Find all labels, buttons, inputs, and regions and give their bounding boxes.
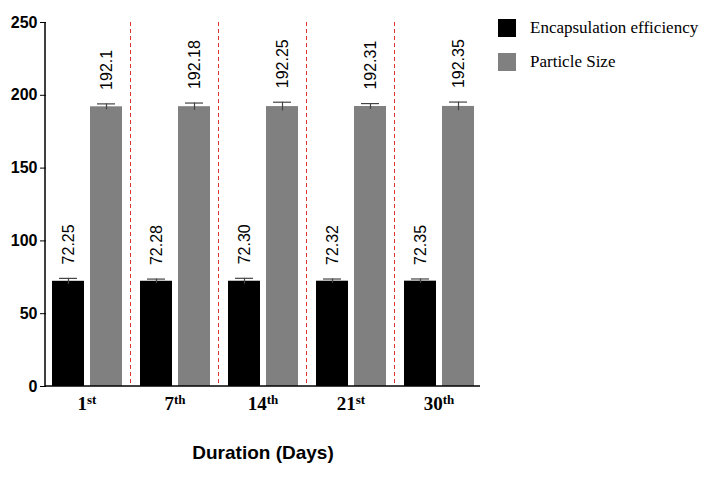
- svg-text:200: 200: [11, 86, 38, 103]
- svg-text:50: 50: [20, 305, 38, 322]
- svg-text:192.31: 192.31: [362, 41, 379, 90]
- svg-text:1st: 1st: [78, 391, 98, 414]
- svg-text:72.25: 72.25: [60, 224, 77, 264]
- svg-text:192.1: 192.1: [98, 50, 115, 90]
- svg-text:192.18: 192.18: [186, 40, 203, 89]
- svg-text:72.32: 72.32: [324, 225, 341, 265]
- svg-text:14th: 14th: [248, 391, 279, 414]
- svg-text:72.28: 72.28: [148, 225, 165, 265]
- svg-text:21st: 21st: [337, 391, 366, 414]
- svg-text:150: 150: [11, 159, 38, 176]
- svg-text:30th: 30th: [424, 391, 455, 414]
- svg-text:Duration (Days): Duration (Days): [192, 442, 333, 463]
- svg-text:0: 0: [29, 378, 38, 395]
- svg-text:192.35: 192.35: [450, 39, 467, 88]
- html-text:Encapsulation efficiency: Encapsulation efficiency: [530, 18, 699, 37]
- svg-text:250: 250: [11, 14, 38, 31]
- svg-text:72.30: 72.30: [236, 224, 253, 264]
- html-text:Particle Size: Particle Size: [530, 52, 616, 71]
- svg-text:192.25: 192.25: [274, 39, 291, 88]
- svg-text:100: 100: [11, 232, 38, 249]
- svg-text:7th: 7th: [164, 391, 186, 414]
- svg-text:72.35: 72.35: [412, 225, 429, 265]
